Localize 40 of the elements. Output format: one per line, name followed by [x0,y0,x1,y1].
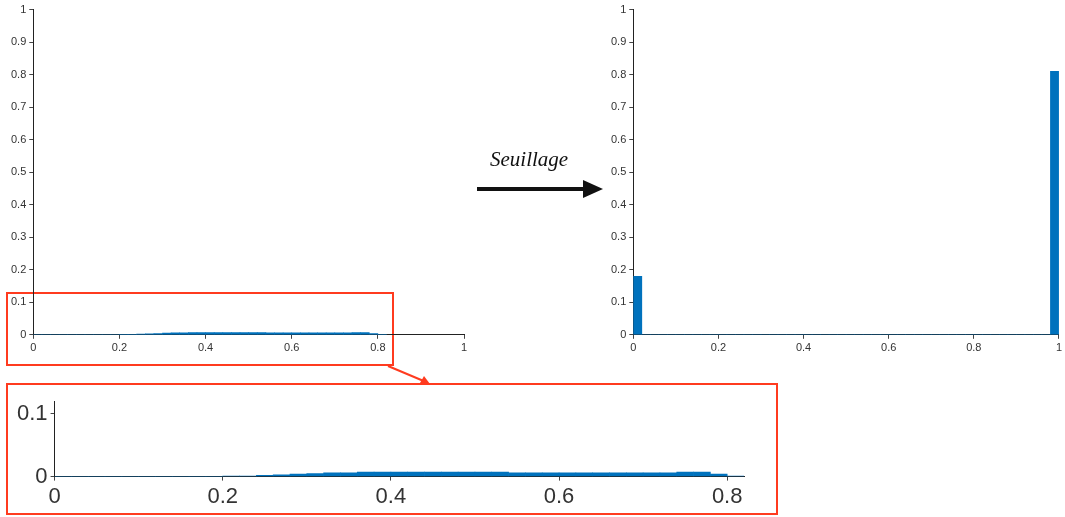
y-tick-label: 0 [35,462,48,488]
x-tick-label: 0.6 [284,341,300,354]
x-tick-label: 0.6 [543,482,575,508]
y-tick-label: 0.9 [610,35,627,48]
x-tick-label: 0.8 [966,341,982,354]
x-tick-label: 0.2 [207,482,239,508]
y-tick-label: 0.1 [610,295,627,308]
y-tick-label: 0.6 [10,132,27,145]
y-tick-label: 0.4 [610,197,627,210]
x-tick-label: 0.8 [711,482,743,508]
x-tick-label: 1 [1055,341,1062,354]
y-tick-label: 0.3 [610,230,627,243]
y-tick-label: 0.1 [10,295,27,308]
x-tick-label: 0.6 [881,341,897,354]
x-tick-label: 0.4 [375,482,407,508]
y-tick-label: 1 [20,2,27,15]
y-tick-label: 0.8 [610,67,627,80]
y-tick-label: 0.5 [610,165,627,178]
y-tick-label: 0.7 [610,100,627,113]
y-tick-label: 0.3 [10,230,27,243]
y-tick-label: 0.5 [10,165,27,178]
y-tick-label: 0 [20,327,27,340]
y-tick-label: 0 [620,327,627,340]
y-tick-label: 0.6 [610,132,627,145]
y-tick-label: 0.2 [10,262,27,275]
y-tick-label: 1 [620,2,627,15]
x-tick-label: 0.8 [370,341,386,354]
x-tick-label: 0.4 [795,341,812,354]
x-tick-label: 0.2 [710,341,727,354]
y-tick-label: 0.1 [16,399,48,425]
x-tick-label: 0 [630,341,637,354]
y-tick-label: 0.4 [10,197,27,210]
x-tick-label: 0.2 [111,341,128,354]
x-tick-label: 1 [460,341,468,354]
text: Seuillage [490,147,569,172]
y-tick-label: 0.9 [10,35,27,48]
y-tick-label: 0.7 [10,100,27,113]
x-tick-label: 0.4 [197,341,214,354]
y-tick-label: 0.8 [10,67,27,80]
y-tick-label: 0.2 [610,262,627,275]
